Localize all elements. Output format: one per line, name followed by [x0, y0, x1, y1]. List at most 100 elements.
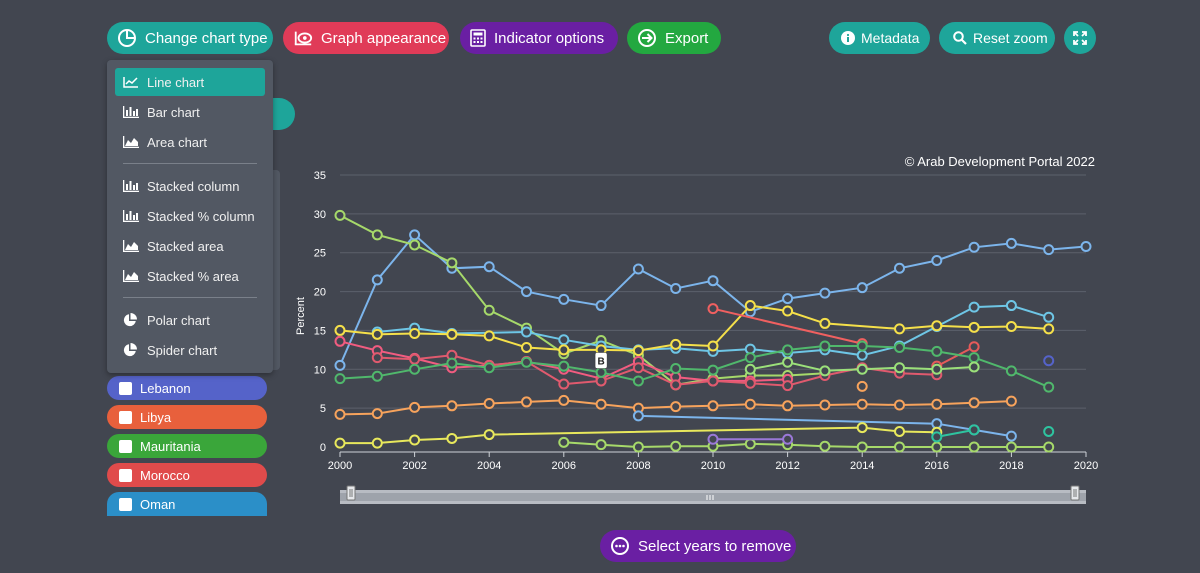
x-tick-label: 2012	[775, 460, 799, 472]
x-tick-label: 2002	[402, 460, 426, 472]
data-point	[931, 320, 943, 332]
data-point	[670, 363, 682, 375]
y-tick-label: 20	[314, 287, 326, 299]
data-point	[856, 398, 868, 410]
data-point	[782, 305, 794, 317]
checkbox[interactable]	[119, 497, 132, 511]
data-point	[632, 441, 644, 453]
data-point	[1043, 355, 1055, 367]
data-point	[819, 340, 831, 352]
menu-item-bar-chart[interactable]: Bar chart	[115, 98, 265, 126]
x-tick-label: 2016	[925, 460, 949, 472]
series-line-11	[638, 414, 1012, 438]
change-chart-type-button[interactable]: Change chart type	[107, 22, 273, 54]
data-point	[446, 432, 458, 444]
menu-item-area-chart[interactable]: Area chart	[115, 128, 265, 156]
reset-zoom-label: Reset zoom	[973, 30, 1048, 46]
data-point	[409, 239, 421, 251]
pie-chart-icon	[117, 28, 137, 48]
menu-item-stacked-column[interactable]: Stacked column	[115, 172, 265, 200]
country-item-morocco[interactable]: Morocco	[107, 463, 267, 487]
expand-icon	[1070, 28, 1090, 48]
graph-appearance-button[interactable]: Graph appearance	[283, 22, 449, 54]
menu-item-stacked-area[interactable]: Stacked area	[115, 232, 265, 260]
series-line-5	[377, 354, 937, 387]
data-point	[1043, 323, 1055, 335]
data-point	[894, 262, 905, 274]
data-point	[334, 209, 346, 221]
series-line-15	[936, 428, 975, 438]
stacked-pct-column-icon	[123, 209, 139, 223]
country-label: Mauritania	[140, 438, 201, 454]
country-item-oman[interactable]: Oman	[107, 492, 267, 516]
data-point	[371, 408, 383, 420]
data-point	[446, 400, 458, 412]
menu-item-stacked-pct-area[interactable]: Stacked % area	[115, 262, 265, 290]
select-years-button[interactable]: Select years to remove	[600, 530, 796, 562]
menu-item-stacked-pct-column[interactable]: Stacked % column	[115, 202, 265, 230]
indicator-options-label: Indicator options	[494, 29, 605, 47]
indicator-options-button[interactable]: Indicator options	[460, 22, 618, 54]
data-point	[409, 328, 421, 340]
chart-type-dropdown: Line chart Bar chart Area chart Stacked …	[107, 60, 273, 373]
data-point	[707, 375, 719, 387]
data-point	[409, 229, 421, 241]
menu-separator	[123, 297, 257, 298]
data-point	[595, 439, 607, 451]
export-button[interactable]: Export	[627, 22, 721, 54]
reset-zoom-button[interactable]: Reset zoom	[939, 22, 1055, 54]
menu-item-label: Spider chart	[147, 342, 218, 358]
data-point	[1080, 240, 1092, 252]
data-point	[782, 380, 794, 392]
data-point	[744, 352, 756, 364]
menu-item-spider-chart[interactable]: Spider chart	[115, 336, 265, 364]
country-item-libya[interactable]: Libya	[107, 405, 267, 429]
metadata-button[interactable]: Metadata	[829, 22, 930, 54]
data-point	[894, 362, 905, 374]
checkbox[interactable]	[119, 410, 132, 424]
data-point	[968, 441, 980, 453]
data-point	[1005, 365, 1017, 377]
data-point	[782, 400, 794, 412]
range-handle-left	[346, 485, 356, 501]
series-line-13	[563, 441, 1049, 449]
country-label: Morocco	[140, 467, 190, 483]
data-point	[632, 263, 644, 275]
data-point	[521, 326, 532, 338]
data-point	[670, 401, 682, 413]
bar-chart-icon	[123, 105, 139, 119]
menu-item-line-chart[interactable]: Line chart	[115, 68, 265, 96]
data-point	[744, 438, 756, 450]
series-line-9	[339, 345, 1050, 389]
data-point	[931, 345, 943, 357]
data-point	[483, 362, 495, 374]
data-point	[707, 303, 719, 315]
data-point	[521, 342, 532, 354]
country-item-mauritania[interactable]: Mauritania	[107, 434, 267, 458]
data-point	[371, 370, 383, 382]
country-label: Libya	[140, 409, 172, 425]
data-point	[371, 437, 383, 449]
fullscreen-button[interactable]	[1064, 22, 1096, 54]
data-point	[1005, 430, 1017, 442]
data-point	[483, 304, 495, 316]
checkbox[interactable]	[119, 381, 132, 395]
menu-item-label: Area chart	[147, 134, 207, 150]
data-point	[632, 375, 644, 387]
data-point	[558, 436, 570, 448]
data-point	[632, 362, 644, 374]
data-point	[670, 338, 682, 350]
graph-appearance-label: Graph appearance	[321, 29, 447, 47]
menu-item-polar-chart[interactable]: Polar chart	[115, 306, 265, 334]
data-point	[707, 275, 719, 287]
y-tick-label: 15	[314, 325, 326, 337]
data-point	[371, 229, 383, 241]
checkbox[interactable]	[119, 468, 132, 482]
data-point	[856, 422, 868, 434]
data-point	[968, 352, 980, 364]
y-tick-label: 0	[320, 442, 326, 454]
checkbox[interactable]	[119, 439, 132, 453]
menu-item-label: Stacked column	[147, 178, 240, 194]
data-point	[1043, 381, 1055, 393]
country-item-lebanon[interactable]: Lebanon	[107, 376, 267, 400]
